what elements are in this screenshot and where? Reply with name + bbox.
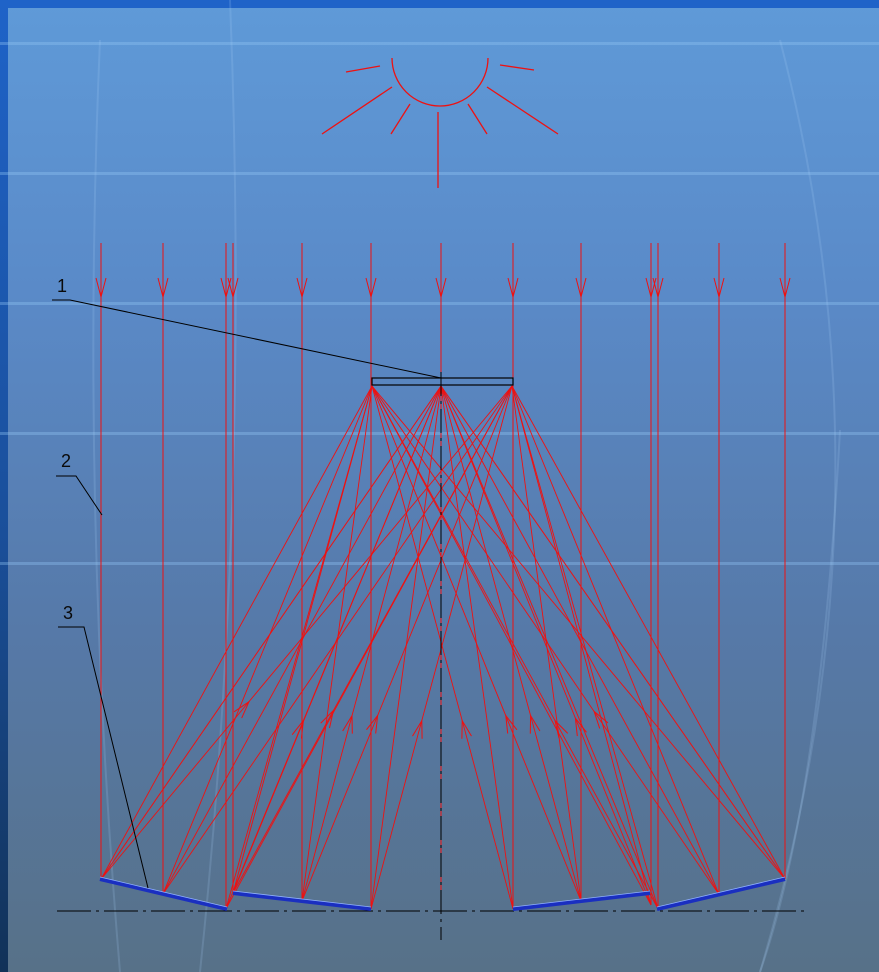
label-mirror: 3 [63,603,73,623]
ray-arrowhead [554,719,569,739]
ray-arrowhead [233,700,251,719]
mirror-segment [656,877,786,911]
mirror-segment [512,891,651,911]
mirror-highlight [512,890,651,908]
ray-arrowheads [95,277,791,739]
ray-arrowhead [652,277,664,299]
ray-arrowhead [461,718,472,739]
absorber [371,377,514,386]
ray-arrowhead [435,277,447,299]
background-band [0,172,879,175]
ray-arrowhead [507,277,519,299]
mirror-highlight [232,890,372,908]
mirror-highlight [99,876,228,908]
frame-top-bar [0,0,879,8]
ray-arrowhead [291,718,305,739]
reflected-ray [511,385,786,880]
mirror-segments [99,876,786,911]
ray-arrowhead [593,709,609,729]
ray-arrowhead [365,277,377,299]
reflected-ray [440,385,582,902]
reflected-ray [440,385,720,895]
background-band [0,432,879,435]
reflected-ray [301,385,373,902]
ray-arrowhead [575,277,587,299]
mirror-segment [232,891,372,911]
sun-icon [321,57,559,188]
reflected-ray [440,385,652,906]
label-absorber: 1 [57,276,67,296]
reflected-ray [371,385,720,895]
ray-arrowhead [574,716,587,737]
label-incident-ray: 2 [61,451,71,471]
ray-arrowhead [713,277,725,299]
ray-arrowhead [505,713,518,734]
reflected-ray [511,385,720,895]
reflected-ray [511,385,582,902]
reflected-ray [371,385,652,906]
reflected-ray [370,385,442,910]
reflected-ray [440,385,659,909]
ray-arrowhead [529,713,541,734]
ray-arrowhead [342,713,353,734]
reflected-rays [100,385,786,910]
ray-arrowhead [320,708,335,729]
ray-arrowhead [296,277,308,299]
reflected-ray [100,385,373,880]
background-band [0,302,879,305]
ray-arrowhead [366,713,379,734]
reflected-ray [162,385,373,895]
incident-rays [100,243,786,909]
reflected-ray [371,385,582,902]
mirror-highlight [656,876,786,908]
ray-arrowhead [157,277,169,299]
reflected-ray [440,385,786,880]
mirror-segment [99,877,228,911]
reflected-ray [371,385,659,909]
ray-arrowhead [227,277,239,299]
ray-arrowhead [95,277,107,299]
reflected-ray [301,385,513,902]
reflected-ray [511,385,659,909]
ray-arrowhead [779,277,791,299]
leader-lines [52,299,442,889]
reflected-ray [440,385,514,910]
ray-arrowhead [412,718,423,739]
background-band [0,42,879,45]
background-arcs [92,0,841,972]
reflected-ray [371,385,786,880]
reflected-ray [232,385,442,894]
frame-left-bar [0,0,8,972]
reflected-ray [371,385,514,910]
